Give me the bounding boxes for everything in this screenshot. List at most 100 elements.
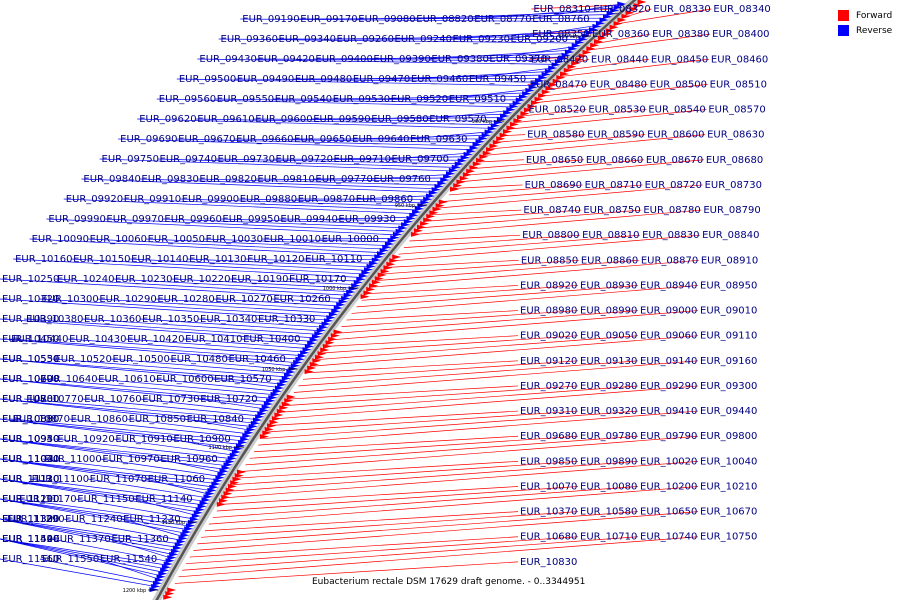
gene-label: EUR_11300 bbox=[2, 514, 59, 525]
connector-line bbox=[0, 498, 188, 530]
reverse-gene-feature bbox=[193, 510, 203, 516]
reverse-gene-feature bbox=[409, 212, 419, 218]
connector-line bbox=[182, 536, 639, 571]
connector-line bbox=[568, 58, 649, 71]
connector-line bbox=[46, 218, 397, 236]
reverse-gene-feature bbox=[248, 423, 258, 429]
forward-gene-feature bbox=[605, 28, 615, 34]
gene-label: EUR_09050 bbox=[580, 331, 637, 342]
gene-label: EUR_10160 bbox=[15, 254, 72, 265]
reverse-gene-feature bbox=[445, 171, 455, 177]
reverse-gene-feature bbox=[496, 116, 506, 122]
gene-label: EUR_10520 bbox=[54, 354, 111, 365]
reverse-gene-feature bbox=[361, 270, 371, 276]
connector-line bbox=[176, 138, 476, 147]
reverse-gene-feature bbox=[333, 305, 343, 311]
connector-line bbox=[9, 338, 300, 360]
forward-gene-feature bbox=[423, 217, 433, 223]
connector-line bbox=[232, 460, 579, 486]
forward-gene-feature bbox=[556, 75, 566, 81]
forward-gene-feature bbox=[479, 154, 489, 160]
forward-gene-feature bbox=[472, 161, 482, 167]
reverse-gene-feature bbox=[417, 203, 427, 209]
connector-line bbox=[0, 538, 166, 570]
gene-label: EUR_10140 bbox=[131, 254, 188, 265]
reverse-gene-feature bbox=[568, 46, 578, 52]
gene-label: EUR_10070 bbox=[520, 481, 577, 492]
forward-gene-feature bbox=[325, 340, 335, 346]
connector-line bbox=[237, 460, 519, 479]
legend: Forward Reverse bbox=[838, 8, 900, 38]
gene-label: EUR_08780 bbox=[643, 205, 700, 216]
reverse-gene-feature bbox=[606, 11, 616, 17]
gene-label: EUR_09650 bbox=[294, 134, 351, 145]
reverse-gene-feature bbox=[246, 427, 256, 433]
connector-line bbox=[448, 184, 583, 196]
reverse-gene-feature bbox=[366, 263, 376, 269]
connector-line bbox=[284, 385, 579, 406]
forward-gene-feature bbox=[314, 354, 324, 360]
reverse-gene-feature bbox=[163, 561, 173, 567]
reverse-gene-feature bbox=[406, 215, 416, 221]
connector-line bbox=[496, 134, 586, 143]
reverse-gene-feature bbox=[423, 196, 433, 202]
forward-gene-feature bbox=[236, 469, 246, 475]
connector-line bbox=[466, 159, 644, 176]
forward-gene-feature bbox=[516, 114, 526, 120]
forward-gene-feature bbox=[309, 361, 319, 367]
gene-label: EUR_10210 bbox=[700, 481, 757, 492]
gene-label: EUR_11550 bbox=[42, 554, 99, 565]
gene-label: EUR_09200 bbox=[511, 34, 568, 45]
gene-label: EUR_11500 bbox=[2, 534, 59, 545]
forward-gene-feature bbox=[456, 179, 466, 185]
reverse-gene-feature bbox=[434, 183, 444, 189]
connector-line bbox=[382, 259, 579, 275]
reverse-gene-feature bbox=[304, 343, 314, 349]
connector-line bbox=[478, 159, 524, 163]
legend-reverse: Reverse bbox=[838, 23, 900, 38]
connector-line bbox=[96, 378, 275, 396]
forward-gene-feature bbox=[363, 290, 373, 296]
gene-label: EUR_09470 bbox=[353, 74, 410, 85]
gene-label: EUR_09080 bbox=[358, 14, 415, 25]
gene-label: EUR_11070 bbox=[90, 474, 147, 485]
forward-gene-feature bbox=[389, 258, 399, 264]
gene-label: EUR_10600 bbox=[156, 374, 213, 385]
reverse-gene-feature bbox=[316, 327, 326, 333]
gene-label: EUR_10430 bbox=[69, 334, 126, 345]
gene-label: EUR_09850 bbox=[520, 456, 577, 467]
gene-label: EUR_09490 bbox=[237, 74, 294, 85]
connector-line bbox=[387, 259, 519, 268]
forward-gene-feature bbox=[593, 39, 603, 45]
connector-line bbox=[617, 8, 712, 25]
connector-line bbox=[110, 358, 290, 374]
reverse-gene-feature bbox=[255, 414, 265, 420]
gene-label: EUR_11060 bbox=[148, 474, 205, 485]
reverse-gene-feature bbox=[189, 516, 199, 522]
reverse-gene-feature bbox=[201, 497, 211, 503]
gene-label: EUR_08600 bbox=[647, 130, 704, 141]
forward-gene-feature bbox=[377, 272, 387, 278]
reverse-gene-feature bbox=[283, 372, 293, 378]
gene-label: EUR_08540 bbox=[648, 105, 705, 116]
connector-line bbox=[534, 84, 708, 104]
gene-label: EUR_10930 bbox=[2, 434, 59, 445]
connector-line bbox=[356, 285, 639, 308]
reverse-gene-feature bbox=[270, 391, 280, 397]
connector-line bbox=[0, 418, 241, 445]
connector-line bbox=[97, 558, 160, 580]
reverse-gene-feature bbox=[199, 500, 209, 506]
reverse-gene-feature bbox=[538, 75, 548, 81]
gene-label: EUR_09510 bbox=[449, 94, 506, 105]
gene-label: EUR_09590 bbox=[313, 114, 370, 125]
reverse-gene-feature bbox=[259, 407, 269, 413]
reverse-gene-feature bbox=[314, 331, 324, 337]
legend-forward-label: Forward bbox=[856, 10, 893, 21]
reverse-gene-feature bbox=[371, 257, 381, 263]
reverse-gene-feature bbox=[266, 398, 276, 404]
gene-label: EUR_10850 bbox=[129, 414, 186, 425]
gene-label: EUR_08940 bbox=[640, 280, 697, 291]
connector-line bbox=[273, 158, 463, 161]
forward-gene-feature bbox=[513, 118, 523, 124]
reverse-gene-feature bbox=[167, 555, 177, 561]
